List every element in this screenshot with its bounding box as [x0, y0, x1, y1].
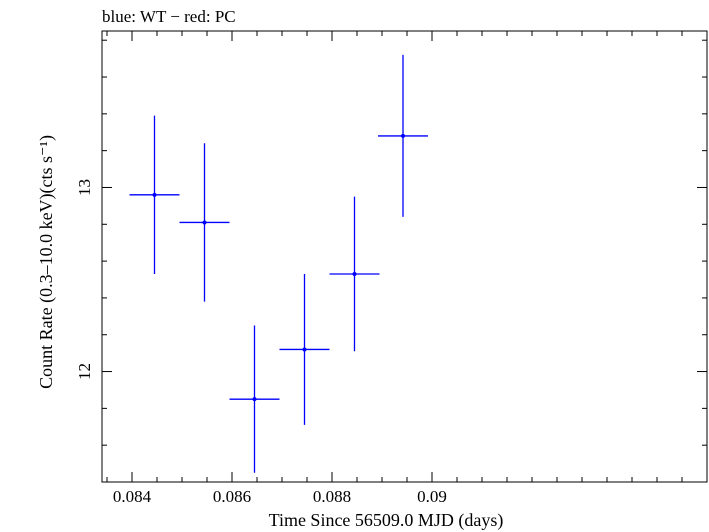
- point-marker: [352, 271, 357, 276]
- data-point: [378, 54, 428, 217]
- y-tick-label: 12: [75, 363, 94, 380]
- x-tick-label: 0.09: [417, 487, 447, 506]
- point-marker: [202, 220, 207, 225]
- x-axis-title: Time Since 56509.0 MJD (days): [269, 510, 504, 531]
- y-tick-label: 13: [75, 179, 94, 196]
- axis-ticks: 0.084 0.086 0.088 0.09 12 13: [75, 31, 708, 506]
- point-marker: [302, 347, 307, 352]
- point-marker: [252, 397, 257, 402]
- data-point: [329, 196, 380, 352]
- data-marks: [129, 54, 428, 473]
- plot-frame: [101, 30, 708, 483]
- x-tick-label: 0.086: [213, 487, 251, 506]
- data-point: [279, 273, 330, 425]
- y-axis-title: Count Rate (0.3–10.0 keV)(cts s⁻¹): [36, 135, 57, 389]
- data-point: [179, 143, 230, 302]
- x-tick-label: 0.084: [113, 487, 152, 506]
- point-marker: [152, 192, 157, 197]
- x-tick-label: 0.088: [313, 487, 351, 506]
- data-point: [229, 325, 280, 473]
- chart-title: blue: WT − red: PC: [102, 7, 236, 26]
- data-point: [129, 115, 180, 274]
- point-marker: [401, 133, 405, 138]
